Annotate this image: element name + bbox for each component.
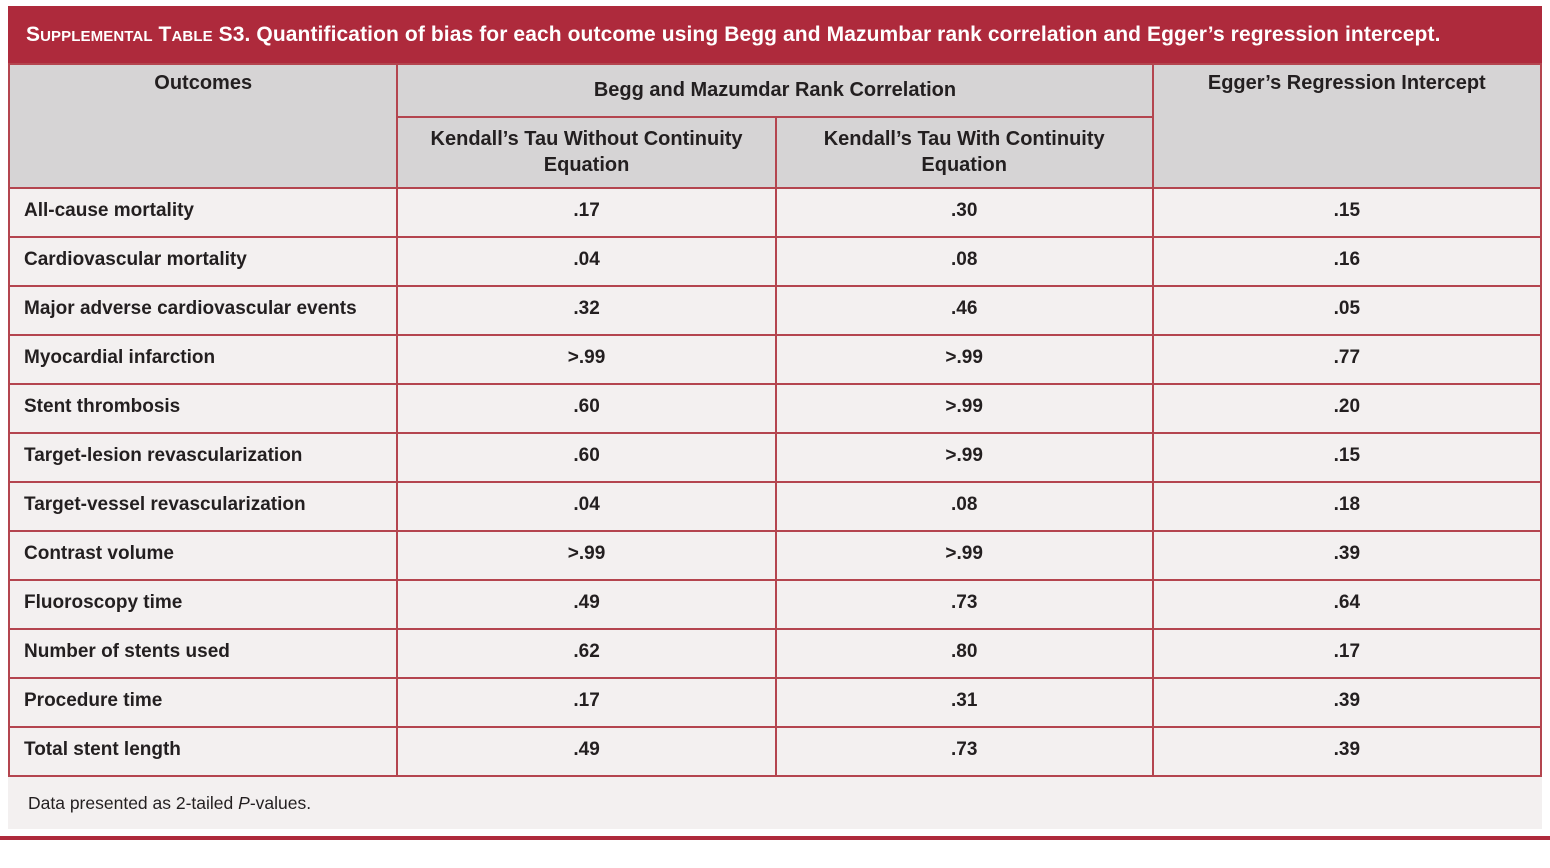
header-row-groups: Outcomes Begg and Mazumdar Rank Correlat… <box>7 63 1543 189</box>
tau-without-value: .62 <box>396 628 777 679</box>
column-header-egger: Egger’s Regression Intercept <box>1151 63 1543 189</box>
outcome-label: Cardiovascular mortality <box>7 236 399 287</box>
egger-value: .15 <box>1151 432 1543 483</box>
table-row: Procedure time .17 .31 .39 <box>7 677 1543 728</box>
egger-value: .77 <box>1151 334 1543 385</box>
column-header-tau-with: Kendall’s Tau With Continuity Equation <box>774 116 1154 189</box>
tau-with-value: .30 <box>774 187 1154 238</box>
egger-value: .18 <box>1151 481 1543 532</box>
outcome-label: Procedure time <box>7 677 399 728</box>
egger-value: .39 <box>1151 530 1543 581</box>
outcome-label: Myocardial infarction <box>7 334 399 385</box>
outcome-label: Number of stents used <box>7 628 399 679</box>
tau-without-value: .49 <box>396 579 777 630</box>
table-row: Myocardial infarction >.99 >.99 .77 <box>7 334 1543 385</box>
tau-with-value: .08 <box>774 481 1154 532</box>
table-title-bar: Supplemental Table S3. Quantification of… <box>8 6 1542 63</box>
outcome-label: Stent thrombosis <box>7 383 399 434</box>
egger-value: .64 <box>1151 579 1543 630</box>
tau-without-value: .04 <box>396 481 777 532</box>
footnote-pvalue-symbol: P <box>238 792 250 813</box>
tau-with-value: .08 <box>774 236 1154 287</box>
table-footnote: Data presented as 2-tailed P-values. <box>8 777 1542 829</box>
outcome-label: Fluoroscopy time <box>7 579 399 630</box>
tau-with-value: >.99 <box>774 383 1154 434</box>
next-section-rule <box>0 836 1550 840</box>
tau-without-value: .04 <box>396 236 777 287</box>
column-header-tau-without: Kendall’s Tau Without Continuity Equatio… <box>396 116 777 189</box>
tau-without-value: .49 <box>396 726 777 777</box>
tau-with-value: .73 <box>774 726 1154 777</box>
tau-with-value: .73 <box>774 579 1154 630</box>
table-row: Target-lesion revascularization .60 >.99… <box>7 432 1543 483</box>
table-title-text: Quantification of bias for each outcome … <box>250 22 1441 46</box>
outcome-label: Target-lesion revascularization <box>7 432 399 483</box>
table-row: Total stent length .49 .73 .39 <box>7 726 1543 777</box>
table-row: Major adverse cardiovascular events .32 … <box>7 285 1543 336</box>
tau-without-value: >.99 <box>396 530 777 581</box>
egger-value: .20 <box>1151 383 1543 434</box>
table-row: Fluoroscopy time .49 .73 .64 <box>7 579 1543 630</box>
outcome-label: Major adverse cardiovascular events <box>7 285 399 336</box>
tau-with-value: .80 <box>774 628 1154 679</box>
footnote-text: Data presented as 2-tailed P-values. <box>28 793 311 814</box>
tau-with-value: >.99 <box>774 334 1154 385</box>
tau-without-value: .60 <box>396 432 777 483</box>
tau-without-value: >.99 <box>396 334 777 385</box>
egger-value: .17 <box>1151 628 1543 679</box>
tau-with-value: >.99 <box>774 432 1154 483</box>
column-header-begg-group: Begg and Mazumdar Rank Correlation <box>396 63 1154 118</box>
outcome-label: All-cause mortality <box>7 187 399 238</box>
table-title: Supplemental Table S3. Quantification of… <box>26 23 1441 47</box>
egger-value: .16 <box>1151 236 1543 287</box>
bottom-gap <box>8 829 1542 836</box>
tau-without-value: .60 <box>396 383 777 434</box>
tau-without-value: .32 <box>396 285 777 336</box>
tau-with-value: .46 <box>774 285 1154 336</box>
egger-value: .05 <box>1151 285 1543 336</box>
table-row: Target-vessel revascularization .04 .08 … <box>7 481 1543 532</box>
header-row-subcolumns: Kendall’s Tau Without Continuity Equatio… <box>9 116 1541 189</box>
tau-without-value: .17 <box>396 677 777 728</box>
egger-value: .39 <box>1151 726 1543 777</box>
outcome-label: Target-vessel revascularization <box>7 481 399 532</box>
table-row: All-cause mortality .17 .30 .15 <box>7 187 1543 238</box>
table-row: Contrast volume >.99 >.99 .39 <box>7 530 1543 581</box>
egger-value: .39 <box>1151 677 1543 728</box>
table-row: Cardiovascular mortality .04 .08 .16 <box>7 236 1543 287</box>
tau-with-value: .31 <box>774 677 1154 728</box>
footnote-prefix: Data presented as 2-tailed <box>28 792 239 813</box>
bias-quantification-table: Outcomes Begg and Mazumdar Rank Correlat… <box>7 63 1543 777</box>
outcome-label: Total stent length <box>7 726 399 777</box>
footnote-suffix: -values. <box>249 792 312 813</box>
table-row: Number of stents used .62 .80 .17 <box>7 628 1543 679</box>
table-title-label: Supplemental Table S3. <box>26 22 251 46</box>
table-row: Stent thrombosis .60 >.99 .20 <box>7 383 1543 434</box>
column-header-outcomes: Outcomes <box>7 63 399 189</box>
egger-value: .15 <box>1151 187 1543 238</box>
tau-with-value: >.99 <box>774 530 1154 581</box>
tau-without-value: .17 <box>396 187 777 238</box>
outcome-label: Contrast volume <box>7 530 399 581</box>
